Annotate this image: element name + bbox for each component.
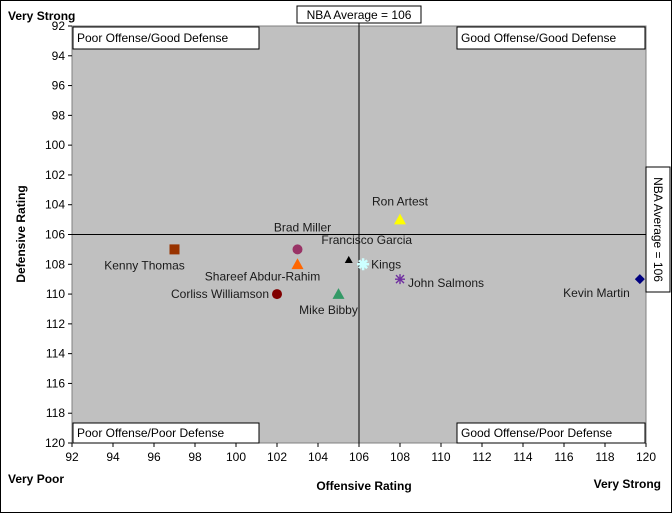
x-tick-label: 100	[226, 450, 246, 464]
quadrant-label-bottom-left: Poor Offense/Poor Defense	[77, 426, 225, 440]
data-point-kenny-thomas	[169, 244, 180, 255]
x-tick-label: 106	[349, 450, 369, 464]
y-tick-label: 92	[52, 19, 66, 33]
x-tick-label: 110	[431, 450, 450, 464]
y-tick-label: 100	[45, 138, 65, 152]
y-axis-title: Defensive Rating	[14, 185, 28, 282]
corner-label-bottom-right: Very Strong	[594, 477, 661, 491]
y-tick-label: 96	[52, 79, 66, 93]
x-tick-label: 98	[188, 450, 202, 464]
corner-label-top-left: Very Strong	[8, 9, 75, 23]
x-axis-title: Offensive Rating	[316, 479, 411, 493]
y-tick-label: 116	[46, 376, 65, 390]
series-francisco-garcia: Francisco Garcia	[321, 233, 412, 264]
data-label: Kevin Martin	[563, 286, 630, 300]
y-tick-label: 106	[45, 228, 65, 242]
x-tick-label: 112	[472, 450, 491, 464]
y-reference-label-box	[645, 166, 671, 293]
series-shareef-abdur-rahim: Shareef Abdur-Rahim	[205, 258, 320, 283]
x-tick-label: 108	[390, 450, 410, 464]
data-point-mike-bibby	[332, 288, 345, 299]
data-label: Kings	[371, 257, 401, 271]
quadrant-label-box-bottom-right	[456, 422, 646, 444]
data-point-ron-artest	[394, 213, 406, 225]
series-kings: Kings	[357, 257, 401, 271]
data-point-francisco-garcia	[344, 255, 353, 264]
x-tick-label: 96	[147, 450, 161, 464]
quadrant-label-bottom-right: Good Offense/Poor Defense	[461, 426, 613, 440]
data-point-corliss-williamson	[272, 289, 282, 300]
y-tick-label: 118	[46, 406, 65, 420]
data-label: Mike Bibby	[299, 303, 358, 317]
x-tick-label: 94	[106, 450, 120, 464]
quadrant-label-top-right: Good Offense/Good Defense	[461, 31, 617, 45]
data-label: Kenny Thomas	[104, 258, 185, 272]
data-label: John Salmons	[408, 276, 484, 290]
x-reference-label: NBA Average = 106	[307, 8, 412, 22]
x-tick-label: 114	[513, 450, 532, 464]
data-label: Francisco Garcia	[321, 233, 412, 247]
data-point-shareef-abdur-rahim	[291, 258, 304, 270]
series-mike-bibby: Mike Bibby	[299, 288, 358, 317]
series-corliss-williamson: Corliss Williamson	[171, 287, 282, 301]
corner-label-bottom-left: Very Poor	[8, 472, 64, 486]
series-john-salmons: John Salmons	[395, 274, 484, 290]
data-point-brad-miller	[292, 244, 303, 255]
series-kenny-thomas: Kenny Thomas	[104, 244, 185, 272]
data-point-kings-center	[360, 261, 367, 268]
data-point-john-salmons	[395, 274, 405, 285]
y-tick-label: 94	[52, 49, 66, 63]
y-tick-label: 98	[52, 108, 66, 122]
x-tick-label: 104	[308, 450, 328, 464]
data-point-kevin-martin	[634, 274, 645, 285]
x-tick-label: 102	[267, 450, 287, 464]
series-kevin-martin: Kevin Martin	[563, 274, 645, 300]
y-tick-label: 114	[46, 347, 65, 361]
x-reference-label-box	[296, 5, 422, 24]
quadrant-label-top-left: Poor Offense/Good Defense	[77, 31, 229, 45]
quadrant-label-box-top-right	[456, 26, 646, 50]
x-tick-label: 116	[554, 450, 573, 464]
series-brad-miller: Brad Miller	[274, 220, 331, 255]
y-tick-label: 108	[45, 257, 65, 271]
data-label: Ron Artest	[372, 195, 429, 209]
quadrant-label-box-top-left	[72, 26, 260, 50]
y-tick-label: 102	[45, 168, 65, 182]
x-tick-label: 118	[595, 450, 614, 464]
x-tick-label: 92	[65, 450, 79, 464]
quadrant-label-box-bottom-left	[72, 422, 260, 444]
y-tick-label: 110	[46, 287, 65, 301]
series-ron-artest: Ron Artest	[372, 195, 429, 225]
y-tick-label: 112	[46, 317, 65, 331]
y-tick-label: 120	[45, 436, 65, 450]
y-reference-label: NBA Average = 106	[651, 177, 665, 282]
data-label: Brad Miller	[274, 220, 331, 234]
y-tick-label: 104	[45, 198, 65, 212]
data-label: Corliss Williamson	[171, 287, 269, 301]
x-tick-label: 120	[636, 450, 656, 464]
data-label: Shareef Abdur-Rahim	[205, 269, 320, 283]
